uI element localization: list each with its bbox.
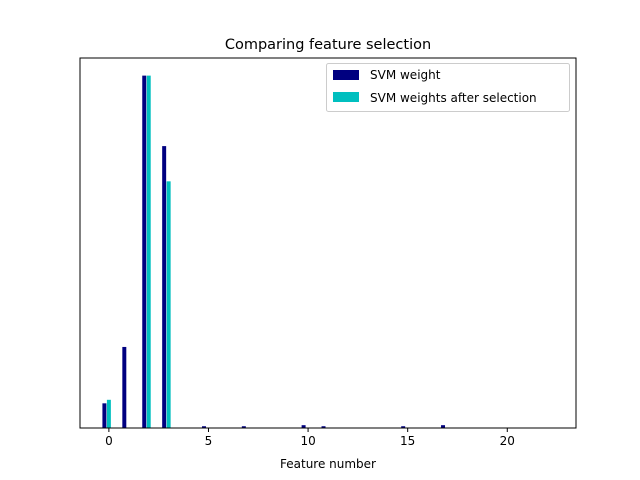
legend-swatch-svm-weight bbox=[333, 70, 359, 80]
axes-frame bbox=[79, 57, 577, 429]
bar-series0-feature-11 bbox=[321, 426, 326, 428]
bar-series0-feature-0 bbox=[102, 403, 107, 428]
bar-series1-feature-3 bbox=[166, 181, 171, 428]
bar-series0-feature-7 bbox=[241, 426, 246, 428]
plot-area bbox=[102, 75, 446, 429]
legend: SVM weight SVM weights after selection bbox=[326, 63, 570, 112]
x-tick-label-20: 20 bbox=[500, 434, 515, 448]
x-tick-label-5: 5 bbox=[205, 434, 213, 448]
legend-swatch-svm-weights-after-selection bbox=[333, 92, 359, 102]
bar-series1-feature-2 bbox=[146, 75, 151, 429]
bar-series0-feature-3 bbox=[162, 146, 167, 428]
chart-title: Comparing feature selection bbox=[225, 37, 431, 53]
bar-series0-feature-17 bbox=[441, 425, 446, 428]
x-axis-title: Feature number bbox=[280, 457, 376, 471]
bar-series0-feature-2 bbox=[142, 75, 147, 429]
x-tick-label-15: 15 bbox=[400, 434, 415, 448]
x-tick-label-10: 10 bbox=[300, 434, 315, 448]
legend-label-svm-weights-after-selection: SVM weights after selection bbox=[370, 91, 537, 105]
bar-series0-feature-1 bbox=[122, 346, 127, 428]
legend-label-svm-weight: SVM weight bbox=[370, 68, 441, 82]
bar-series0-feature-10 bbox=[301, 425, 306, 428]
x-axis-ticks: 0 5 10 15 20 bbox=[105, 428, 515, 448]
x-tick-label-0: 0 bbox=[105, 434, 113, 448]
axes bbox=[79, 57, 577, 429]
legend-frame bbox=[326, 63, 570, 112]
bar-series0-feature-5 bbox=[202, 426, 206, 428]
bar-series0-feature-15 bbox=[401, 426, 406, 428]
bar-series1-feature-0 bbox=[106, 399, 111, 428]
